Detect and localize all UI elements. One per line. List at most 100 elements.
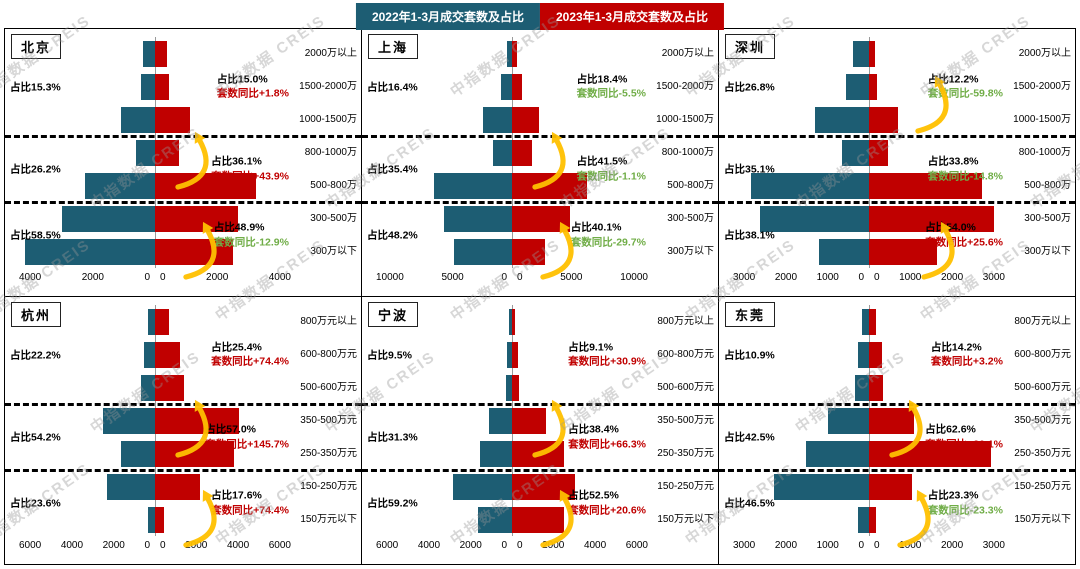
trend-arrow bbox=[536, 485, 588, 558]
bar-row bbox=[376, 338, 648, 371]
x-tick: 3000 bbox=[733, 540, 756, 551]
right-yoy-text: 套数同比-29.7% bbox=[570, 236, 646, 248]
right-half bbox=[155, 437, 291, 470]
tier-label: 2000万以上 bbox=[304, 48, 357, 59]
x-axis-right: 0 1000 2000 3000 bbox=[869, 272, 1005, 283]
bar-2023 bbox=[155, 238, 234, 265]
tier-label: 500-800万 bbox=[667, 180, 714, 191]
bar-2022 bbox=[506, 374, 512, 401]
bar-2022 bbox=[506, 40, 512, 67]
right-half bbox=[869, 235, 1005, 268]
bar-2022 bbox=[107, 473, 155, 500]
bar-2022 bbox=[862, 308, 869, 335]
left-half bbox=[376, 437, 512, 470]
right-half bbox=[512, 371, 648, 404]
tier-labels: 2000万以上 1500-2000万 1000-1500万 800-1000万 500-… bbox=[1003, 37, 1071, 268]
left-half bbox=[19, 169, 155, 202]
bar-2023 bbox=[512, 308, 516, 335]
tier-label: 1500-2000万 bbox=[656, 81, 714, 92]
left-share-label: 占比59.2% bbox=[367, 497, 418, 510]
x-tick: 1000 bbox=[816, 540, 839, 551]
trend-arrow-icon bbox=[921, 221, 955, 280]
x-axis-right: 0 1000 2000 3000 bbox=[869, 540, 1005, 551]
bar-2023 bbox=[869, 473, 913, 500]
bar-row bbox=[376, 371, 648, 404]
bar-2022 bbox=[760, 205, 869, 232]
tier-label: 300-500万 bbox=[667, 213, 714, 224]
left-half bbox=[733, 338, 869, 371]
bar-2022 bbox=[434, 172, 512, 199]
tier-label: 250-350万元 bbox=[1014, 448, 1071, 459]
right-yoy-text: 套数同比+25.6% bbox=[925, 236, 1003, 248]
right-share-text: 占比18.4% bbox=[576, 72, 628, 85]
bar-row bbox=[733, 103, 1005, 136]
tier-labels: 2000万以上 1500-2000万 1000-1500万 800-1000万 500-… bbox=[289, 37, 357, 268]
left-half bbox=[733, 103, 869, 136]
bar-2022 bbox=[507, 341, 512, 368]
right-share-text: 占比14.2% bbox=[930, 340, 982, 353]
x-tick: 0 bbox=[874, 272, 880, 283]
city-panel-4: 杭州 800万元以上 600-800万元 500-600万元 350-500万元 250-… bbox=[5, 297, 361, 564]
bar-2022 bbox=[453, 238, 512, 265]
x-tick: 2000 bbox=[774, 540, 798, 551]
bar-2023 bbox=[512, 172, 587, 199]
bar-2022 bbox=[828, 407, 869, 434]
bar-row bbox=[19, 235, 291, 268]
right-share-text: 占比41.5% bbox=[576, 155, 628, 168]
city-name: 东莞 bbox=[725, 302, 776, 327]
trend-arrow-icon bbox=[897, 489, 931, 548]
left-half bbox=[733, 437, 869, 470]
left-half bbox=[733, 136, 869, 169]
left-half bbox=[376, 503, 512, 536]
x-tick: 1000 bbox=[816, 272, 839, 283]
bar-2022 bbox=[121, 106, 155, 133]
tier-label: 1000-1500万 bbox=[1013, 114, 1071, 125]
right-yoy-text: 套数同比+74.4% bbox=[211, 504, 289, 516]
bar-2022 bbox=[819, 238, 869, 265]
bar-row bbox=[733, 202, 1005, 235]
right-yoy-text: 套数同比-12.9% bbox=[213, 236, 289, 248]
x-tick: 2000 bbox=[940, 272, 964, 283]
right-half bbox=[155, 503, 291, 536]
x-tick: 5000 bbox=[441, 272, 464, 283]
right-yoy-text: 套数同比+1.8% bbox=[216, 87, 289, 100]
tier-label: 300-500万 bbox=[1024, 213, 1071, 224]
trend-arrow bbox=[528, 127, 580, 200]
x-tick: 0 bbox=[501, 272, 507, 283]
x-tick: 0 bbox=[858, 272, 864, 283]
bar-row bbox=[376, 103, 648, 136]
bar-row bbox=[19, 404, 291, 437]
trend-arrow-icon bbox=[175, 399, 209, 458]
x-tick: 0 bbox=[517, 540, 523, 551]
bar-row bbox=[733, 305, 1005, 338]
right-yoy-text: 套数同比+20.6% bbox=[568, 504, 646, 516]
group-divider bbox=[719, 469, 1075, 472]
tier-label: 800万元以上 bbox=[657, 316, 714, 327]
right-half bbox=[869, 503, 1005, 536]
tier-label: 500-600万元 bbox=[300, 382, 357, 393]
x-tick: 0 bbox=[160, 272, 166, 283]
left-share-label: 占比48.2% bbox=[367, 229, 418, 242]
bar-2023 bbox=[155, 172, 256, 199]
city-name: 上海 bbox=[368, 34, 419, 59]
trend-arrow bbox=[528, 395, 580, 468]
x-tick: 4000 bbox=[19, 272, 42, 283]
right-group-label: 占比15.0% 套数同比+1.8% bbox=[217, 72, 289, 101]
trend-arrow-icon bbox=[540, 221, 574, 280]
tier-label: 300万以下 bbox=[667, 246, 714, 257]
left-share-label: 占比22.2% bbox=[10, 349, 61, 361]
bar-2023 bbox=[869, 308, 876, 335]
left-share-label: 占比26.2% bbox=[10, 163, 61, 176]
right-group-label: 占比41.5% 套数同比-1.1% bbox=[577, 154, 646, 183]
right-group-label: 占比36.1% 套数同比+43.9% bbox=[211, 154, 289, 183]
x-axis-left: 10000 5000 0 bbox=[376, 272, 512, 283]
bar-2022 bbox=[846, 73, 869, 100]
city-panel-2: 上海 2000万以上 1500-2000万 1000-1500万 800-1000万 50… bbox=[362, 29, 718, 296]
right-group-label: 占比40.1% 套数同比-29.7% bbox=[571, 220, 646, 249]
bar-2023 bbox=[512, 106, 539, 133]
trend-arrow-icon bbox=[532, 399, 566, 458]
right-yoy-text: 套数同比+145.7% bbox=[205, 438, 289, 450]
right-share-text: 占比36.1% bbox=[211, 155, 262, 168]
left-share-label: 占比9.5% bbox=[367, 349, 412, 361]
x-axis-left: 4000 2000 0 bbox=[19, 272, 155, 283]
